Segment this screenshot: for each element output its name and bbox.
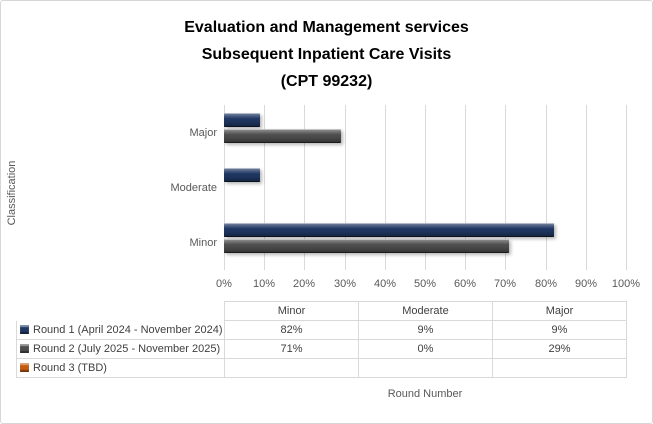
x-tick-label: 50% (413, 278, 437, 290)
table-value-cell (492, 358, 627, 378)
gridline (224, 105, 225, 270)
table-value-cell (358, 358, 493, 378)
gridline (304, 105, 305, 270)
table-header-cell: Minor (224, 301, 359, 321)
table-value-cell: 71% (224, 339, 359, 359)
table-header-row: Minor Moderate Major (17, 301, 627, 321)
series-swatch-icon (20, 363, 29, 372)
gridline (465, 105, 466, 270)
x-tick-label: 100% (611, 278, 641, 290)
chart-title: Evaluation and Management services Subse… (1, 14, 652, 95)
gridline (586, 105, 587, 270)
data-table: Minor Moderate Major Round 1 (April 2024 - … (16, 301, 627, 378)
category-label: Major (189, 127, 217, 139)
table-value-cell: 9% (358, 320, 493, 340)
bar-series-1-moderate (224, 168, 260, 182)
gridline (385, 105, 386, 270)
chart-title-line-3: (CPT 99232) (280, 73, 373, 90)
x-tick-label: 30% (333, 278, 357, 290)
table-row: Round 3 (TBD) (16, 358, 627, 378)
series-swatch-icon (20, 324, 29, 334)
bar-bevel (224, 113, 260, 127)
bar-bevel (224, 128, 341, 143)
x-tick-label: 20% (292, 278, 316, 290)
y-axis-title: Classification (6, 160, 18, 226)
table-value-cell: 0% (358, 339, 493, 359)
series-label: Round 1 (April 2024 - November 2024) (33, 323, 223, 336)
series-swatch-icon (20, 344, 29, 353)
table-header-cell: Major (492, 301, 627, 321)
gridline (626, 105, 627, 270)
gridline (505, 105, 506, 270)
x-tick-label: 60% (453, 278, 477, 290)
table-value-cell (224, 358, 359, 378)
x-tick-label: 90% (574, 278, 598, 290)
x-axis-title: Round Number (387, 388, 463, 400)
table-header-cell: Moderate (358, 301, 493, 321)
gridline (264, 105, 265, 270)
bar-series-2-major (224, 128, 341, 143)
table-row: Round 1 (April 2024 - November 2024) 82% 9… (16, 320, 627, 340)
bar-bevel (224, 238, 509, 253)
gridline (425, 105, 426, 270)
x-tick-label: 40% (373, 278, 397, 290)
table-row: Round 2 (July 2025 - November 2025) 71% 0%… (16, 339, 627, 359)
legend-cell: Round 2 (July 2025 - November 2025) (16, 339, 225, 359)
category-label: Moderate (170, 182, 217, 194)
bar-series-1-minor (224, 223, 554, 237)
table-header-cell-empty (17, 302, 225, 321)
bar-series-2-minor (224, 238, 509, 253)
plot-area (224, 105, 627, 270)
x-tick-label: 80% (534, 278, 558, 290)
legend-cell: Round 3 (TBD) (16, 358, 225, 378)
table-value-cell: 82% (224, 320, 359, 340)
x-tick-label: 70% (493, 278, 517, 290)
bar-series-1-major (224, 113, 260, 127)
x-tick-label: 10% (252, 278, 276, 290)
series-label: Round 2 (July 2025 - November 2025) (33, 343, 221, 355)
table-value-cell: 29% (492, 339, 627, 359)
category-label: Minor (189, 237, 217, 249)
chart-title-line-1: Evaluation and Management services (184, 19, 469, 36)
table-value-cell: 9% (492, 320, 627, 340)
legend-cell: Round 1 (April 2024 - November 2024) (16, 320, 225, 340)
chart-title-line-2: Subsequent Inpatient Care Visits (201, 46, 452, 63)
series-label: Round 3 (TBD) (33, 362, 107, 374)
bar-bevel (224, 168, 260, 182)
x-tick-label: 0% (216, 278, 232, 290)
bar-bevel (224, 223, 554, 237)
gridline (345, 105, 346, 270)
gridline (546, 105, 547, 270)
